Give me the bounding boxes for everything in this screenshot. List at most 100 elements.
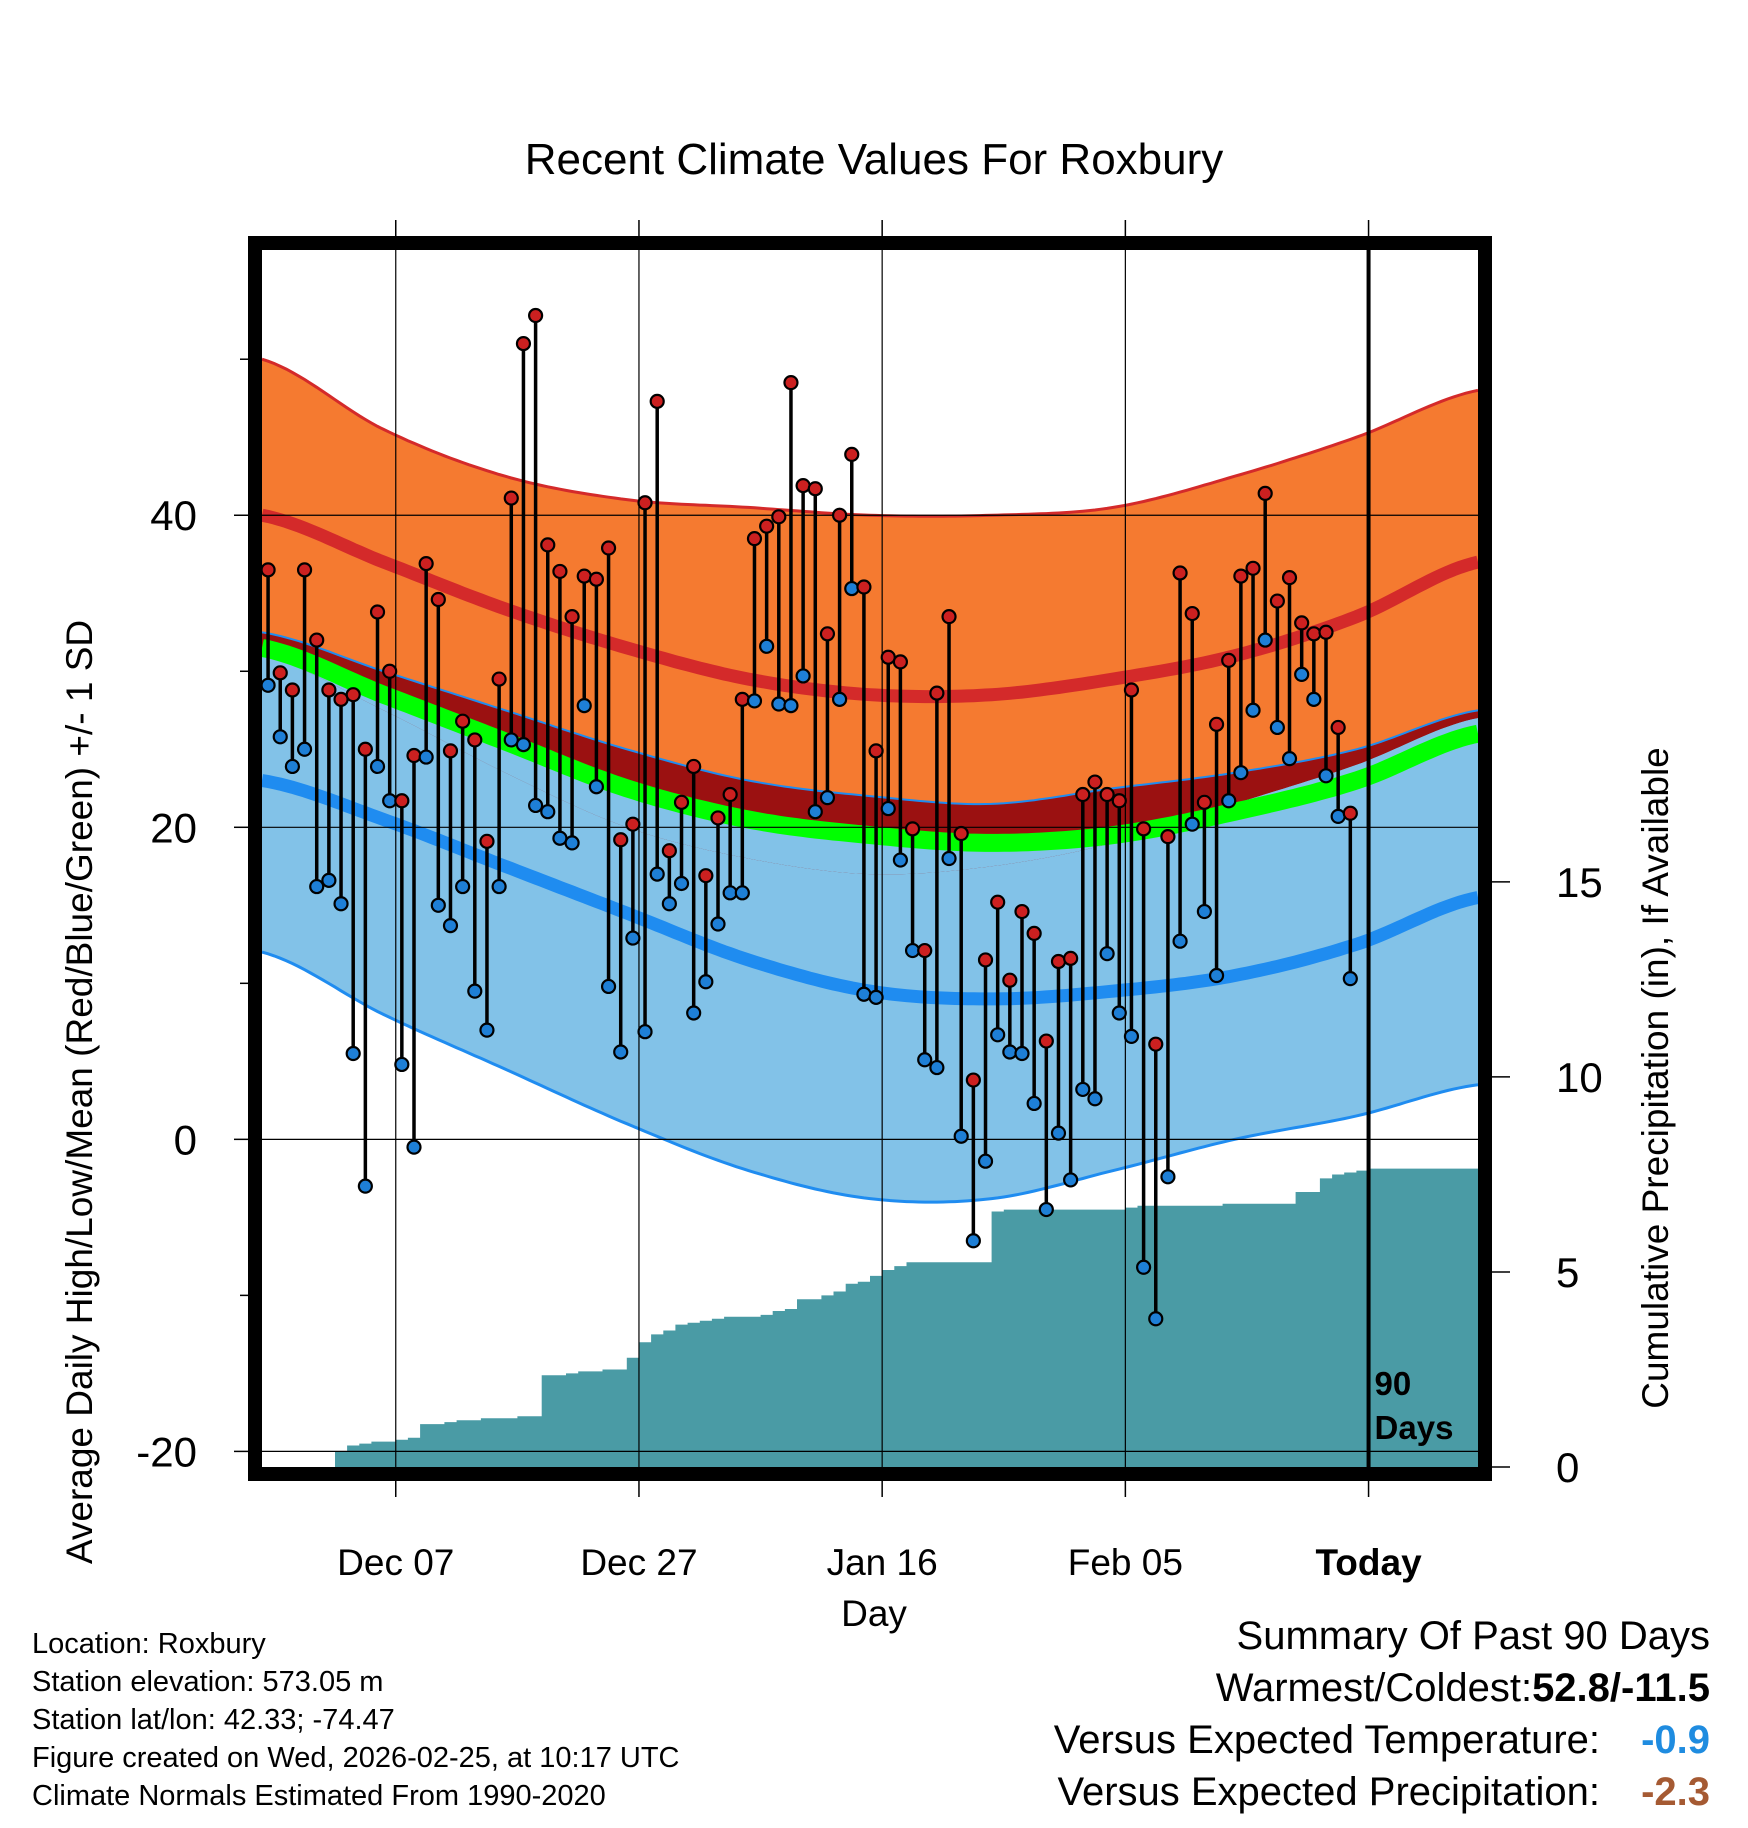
high-point <box>262 562 276 578</box>
low-point <box>1075 1081 1091 1098</box>
low-point <box>382 793 398 809</box>
high-point <box>272 665 288 681</box>
low-point <box>1111 1005 1127 1021</box>
summary-warmest-value: 52.8/-11.5 <box>1532 1666 1710 1710</box>
high-point <box>455 713 471 729</box>
low-point <box>1184 816 1200 832</box>
low-point <box>1330 808 1346 824</box>
low-point <box>321 872 337 888</box>
low-point <box>491 878 507 895</box>
low-point <box>637 1024 653 1040</box>
today-label-days: Days <box>1375 1409 1454 1446</box>
low-point <box>394 1056 410 1073</box>
high-point <box>771 509 787 525</box>
summary-title: Summary Of Past 90 Days <box>1236 1614 1710 1658</box>
low-point <box>710 916 726 932</box>
high-point <box>746 531 763 547</box>
low-point <box>734 885 750 901</box>
overlap-low-fill <box>262 647 1478 875</box>
normal-high-line <box>262 508 1478 704</box>
high-point <box>369 604 386 620</box>
x-tick-label: Dec 27 <box>580 1542 697 1583</box>
low-point <box>990 1027 1006 1043</box>
high-point <box>296 562 313 578</box>
x-tick-label: Today <box>1315 1542 1422 1583</box>
precip-area <box>262 1168 1478 1467</box>
low-point <box>661 896 677 912</box>
high-point <box>722 786 738 803</box>
high-point <box>1123 682 1140 698</box>
x-tick-label: Dec 07 <box>337 1542 454 1583</box>
low-point <box>856 986 872 1002</box>
low-point <box>333 896 349 912</box>
high-point <box>430 591 446 608</box>
low-point <box>296 741 313 757</box>
high-point <box>904 821 921 837</box>
low-point <box>406 1139 422 1155</box>
low-point <box>1233 765 1249 781</box>
high-point <box>637 495 653 511</box>
high-point <box>1014 903 1030 920</box>
y-tick-label-right: 5 <box>1556 1249 1579 1296</box>
high-point <box>625 816 641 832</box>
high-point <box>734 691 750 707</box>
low-point <box>1281 751 1298 767</box>
high-point <box>1281 570 1298 586</box>
high-point <box>1111 793 1127 809</box>
low-point <box>564 835 580 851</box>
low-point <box>309 878 325 895</box>
low-point <box>625 930 641 946</box>
low-point <box>1135 1259 1152 1275</box>
high-point <box>1184 605 1200 622</box>
high-point <box>333 691 349 707</box>
low-point <box>686 1005 702 1021</box>
high-point <box>844 446 860 462</box>
high-point <box>576 568 592 584</box>
high-point <box>418 556 434 572</box>
low-point <box>1050 1125 1067 1141</box>
low-point <box>1026 1095 1042 1112</box>
high-point <box>831 507 848 523</box>
high-point <box>795 477 811 494</box>
high-point <box>892 654 909 670</box>
low-point <box>540 804 556 820</box>
high-point <box>1196 794 1213 810</box>
high-point <box>527 307 544 324</box>
high-point <box>1002 972 1018 988</box>
low-point <box>831 691 848 707</box>
high-point <box>917 942 933 959</box>
low-point <box>698 974 714 990</box>
low-point <box>1196 903 1213 920</box>
y-tick-label-left: -20 <box>136 1428 197 1475</box>
high-point <box>1075 786 1091 803</box>
high-point <box>807 481 823 497</box>
high-point <box>1208 716 1225 732</box>
high-point <box>990 894 1006 910</box>
high-point <box>1148 1036 1164 1052</box>
low-point <box>369 758 386 775</box>
info-location: Location: Roxbury <box>32 1628 266 1660</box>
low-point <box>1245 702 1261 718</box>
high-point <box>1050 953 1067 970</box>
summary-temp-value: -0.9 <box>1641 1718 1710 1762</box>
y-tick-label-right: 10 <box>1556 1054 1603 1101</box>
summary-precip-value: -2.3 <box>1641 1770 1710 1814</box>
high-point <box>552 563 568 580</box>
info-elevation: Station elevation: 573.05 m <box>32 1666 384 1698</box>
low-point <box>1306 691 1322 707</box>
y-tick-label-left: 40 <box>150 492 197 539</box>
high-point <box>1233 568 1249 584</box>
low-point <box>576 697 592 714</box>
low-point <box>795 668 811 684</box>
low-point <box>345 1045 361 1062</box>
low-point <box>807 804 823 820</box>
high-point <box>661 843 677 859</box>
info-latlon: Station lat/lon: 42.33; -74.47 <box>32 1704 395 1736</box>
high-point <box>868 743 884 759</box>
low-point <box>1063 1172 1079 1188</box>
high-point <box>1026 925 1042 941</box>
high-point <box>467 732 483 748</box>
info-created: Figure created on Wed, 2026-02-25, at 10… <box>32 1742 680 1774</box>
low-point <box>442 917 459 934</box>
low-point <box>819 790 836 806</box>
